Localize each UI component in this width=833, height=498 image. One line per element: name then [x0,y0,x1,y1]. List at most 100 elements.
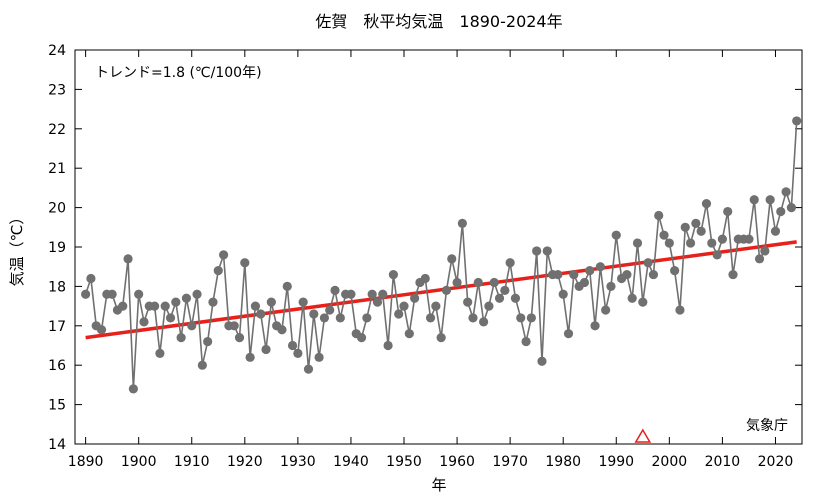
data-point [749,195,759,205]
data-point [648,269,659,280]
data-point [431,301,441,311]
data-point [712,250,722,260]
data-point [558,289,568,299]
y-tick-label: 23 [48,82,66,98]
data-point [521,336,531,347]
data-point [314,352,324,362]
data-point [707,238,717,248]
data-point [643,258,653,268]
data-point [516,313,526,323]
y-tick-label: 24 [48,43,66,59]
data-point [436,333,446,343]
data-point [510,293,521,303]
trend-text: トレンド=1.8 (℃/100年) [95,65,262,81]
y-tick-label: 21 [48,161,66,177]
data-point [632,238,643,248]
data-point [410,293,420,303]
y-tick-label: 15 [48,398,66,414]
data-point [181,293,192,303]
data-point [627,293,637,303]
data-point [229,321,239,331]
data-point [664,238,674,248]
x-tick-label: 1990 [598,454,634,470]
data-point [786,203,796,213]
data-point [367,289,377,299]
data-point [760,246,770,256]
data-point [261,344,271,355]
data-point [160,301,170,311]
data-point [197,360,207,370]
data-point [585,266,595,276]
data-point [452,277,462,288]
data-point [532,246,542,256]
data-point [356,333,367,343]
data-point [208,297,218,307]
x-tick-label: 1890 [68,454,104,470]
data-point [266,297,276,307]
data-point [250,301,261,311]
x-tick-label: 1950 [386,454,422,470]
data-point [213,266,223,276]
y-tick-label: 16 [48,358,66,374]
data-point [287,340,298,351]
data-point [298,297,308,307]
y-tick-label: 20 [48,201,66,217]
data-point [171,297,181,307]
data-point [86,273,96,284]
data-point [754,254,765,264]
series-layer [81,116,802,394]
data-point [282,281,292,291]
data-point [638,297,648,307]
data-point [176,333,186,343]
data-point [494,293,505,303]
data-point [781,187,791,197]
data-point [792,116,802,126]
data-point [218,250,229,260]
data-point [670,266,680,276]
data-point [441,285,452,295]
data-point [96,325,107,335]
marker-layer [634,428,652,443]
data-point [383,340,393,351]
data-point [654,210,664,221]
data-point [500,285,510,295]
data-point [404,329,414,339]
data-point [277,325,287,335]
data-point [240,258,250,268]
data-point [622,269,632,280]
x-tick-label: 1900 [121,454,157,470]
data-point [399,301,409,311]
data-point [569,269,579,280]
data-point [717,234,728,244]
y-axis-label: 気温（℃） [8,210,26,287]
data-point [601,305,611,315]
data-point [394,309,404,319]
data-point [346,289,356,299]
data-point [701,199,712,209]
data-point [526,313,536,323]
data-point [553,269,563,280]
data-point [675,305,685,315]
data-point [128,384,138,394]
data-point [542,246,552,256]
data-point [691,218,701,228]
data-point [696,226,706,236]
data-point [192,289,202,299]
data-point [484,301,494,311]
data-point [303,364,314,374]
data-point [611,230,621,240]
data-point [118,301,128,311]
data-point [447,254,457,264]
data-point [107,289,117,299]
data-point [187,321,197,331]
data-point [579,277,590,288]
data-point [325,305,335,315]
data-point [479,317,489,327]
data-point [335,313,345,323]
data-point [463,297,473,307]
x-tick-label: 2010 [705,454,741,470]
data-point [606,281,616,291]
data-point [680,222,690,232]
source-text: 気象庁 [746,418,788,434]
